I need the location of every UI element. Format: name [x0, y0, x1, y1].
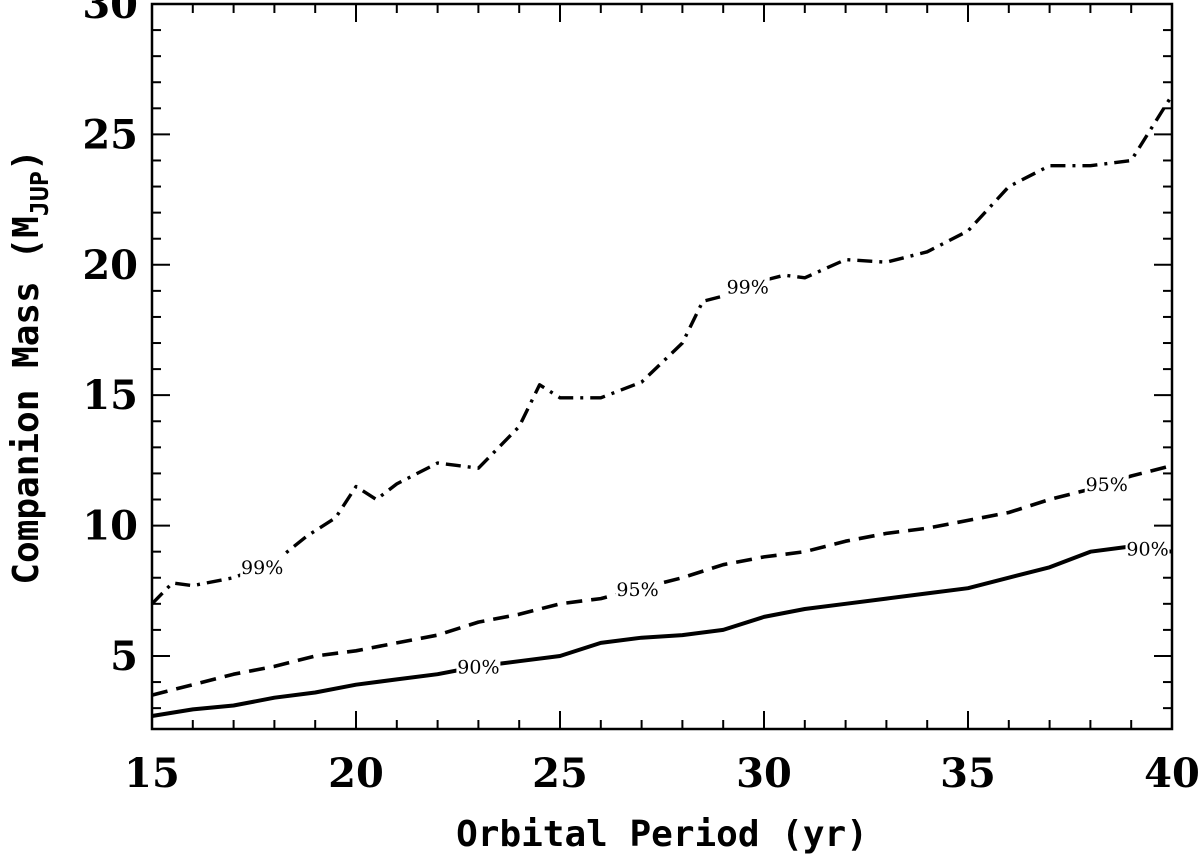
contour-label-group: 99%	[725, 273, 770, 299]
series-dashed-curve	[151, 463, 1173, 697]
contour-label-group: 90%	[456, 653, 501, 678]
contour-label-group: 95%	[615, 576, 660, 601]
y-tick-label: 20	[82, 242, 138, 289]
contour-label-background	[456, 653, 501, 678]
contour-label-background	[240, 553, 285, 578]
y-axis-title: Companion Mass (MJUP)	[6, 149, 54, 584]
x-tick-label: 35	[940, 750, 996, 797]
contour-label: 99%	[727, 277, 769, 299]
x-axis-title: Orbital Period (yr)	[456, 814, 868, 855]
axis-ticks	[151, 3, 1173, 729]
y-tick-label: 10	[82, 503, 138, 550]
contour-label-background	[615, 576, 660, 601]
contour-label: 90%	[457, 656, 499, 678]
y-tick-label: 30	[82, 0, 138, 28]
series-layer	[150, 94, 1174, 718]
y-tick-label: 25	[82, 111, 138, 158]
y-axis-title-close: )	[6, 149, 47, 171]
contour-label: 90%	[1126, 539, 1168, 561]
y-axis-title-subscript: JUP	[25, 171, 54, 216]
contour-label-group: 90%	[1125, 535, 1170, 561]
contour-label-background	[725, 273, 770, 298]
x-tick-label: 20	[328, 750, 384, 797]
x-tick-label: 25	[532, 750, 588, 797]
tick-labels: 15 20 25 30 35 40 5 10 15 20 25 30	[82, 0, 1200, 797]
contour-label-group: 99%	[240, 553, 285, 579]
x-tick-label: 40	[1144, 750, 1200, 797]
contour-label: 95%	[616, 579, 658, 601]
y-tick-label: 5	[110, 633, 138, 680]
x-tick-label: 30	[736, 750, 792, 797]
contour-label-background	[1125, 535, 1170, 560]
y-tick-label: 15	[82, 372, 138, 419]
contour-label-background	[1084, 470, 1129, 495]
y-axis-title-main: Companion Mass (M	[6, 216, 47, 584]
contour-label: 99%	[241, 557, 283, 579]
contour-label: 95%	[1086, 474, 1128, 496]
series-solid-curve	[151, 544, 1173, 718]
series-dashdot-curve	[150, 94, 1174, 605]
contour-labels: 90% 90% 95% 95% 99% 99%	[240, 273, 1170, 678]
plot-frame	[150, 2, 1174, 731]
x-tick-label: 15	[124, 750, 180, 797]
contour-label-group: 95%	[1084, 470, 1129, 496]
